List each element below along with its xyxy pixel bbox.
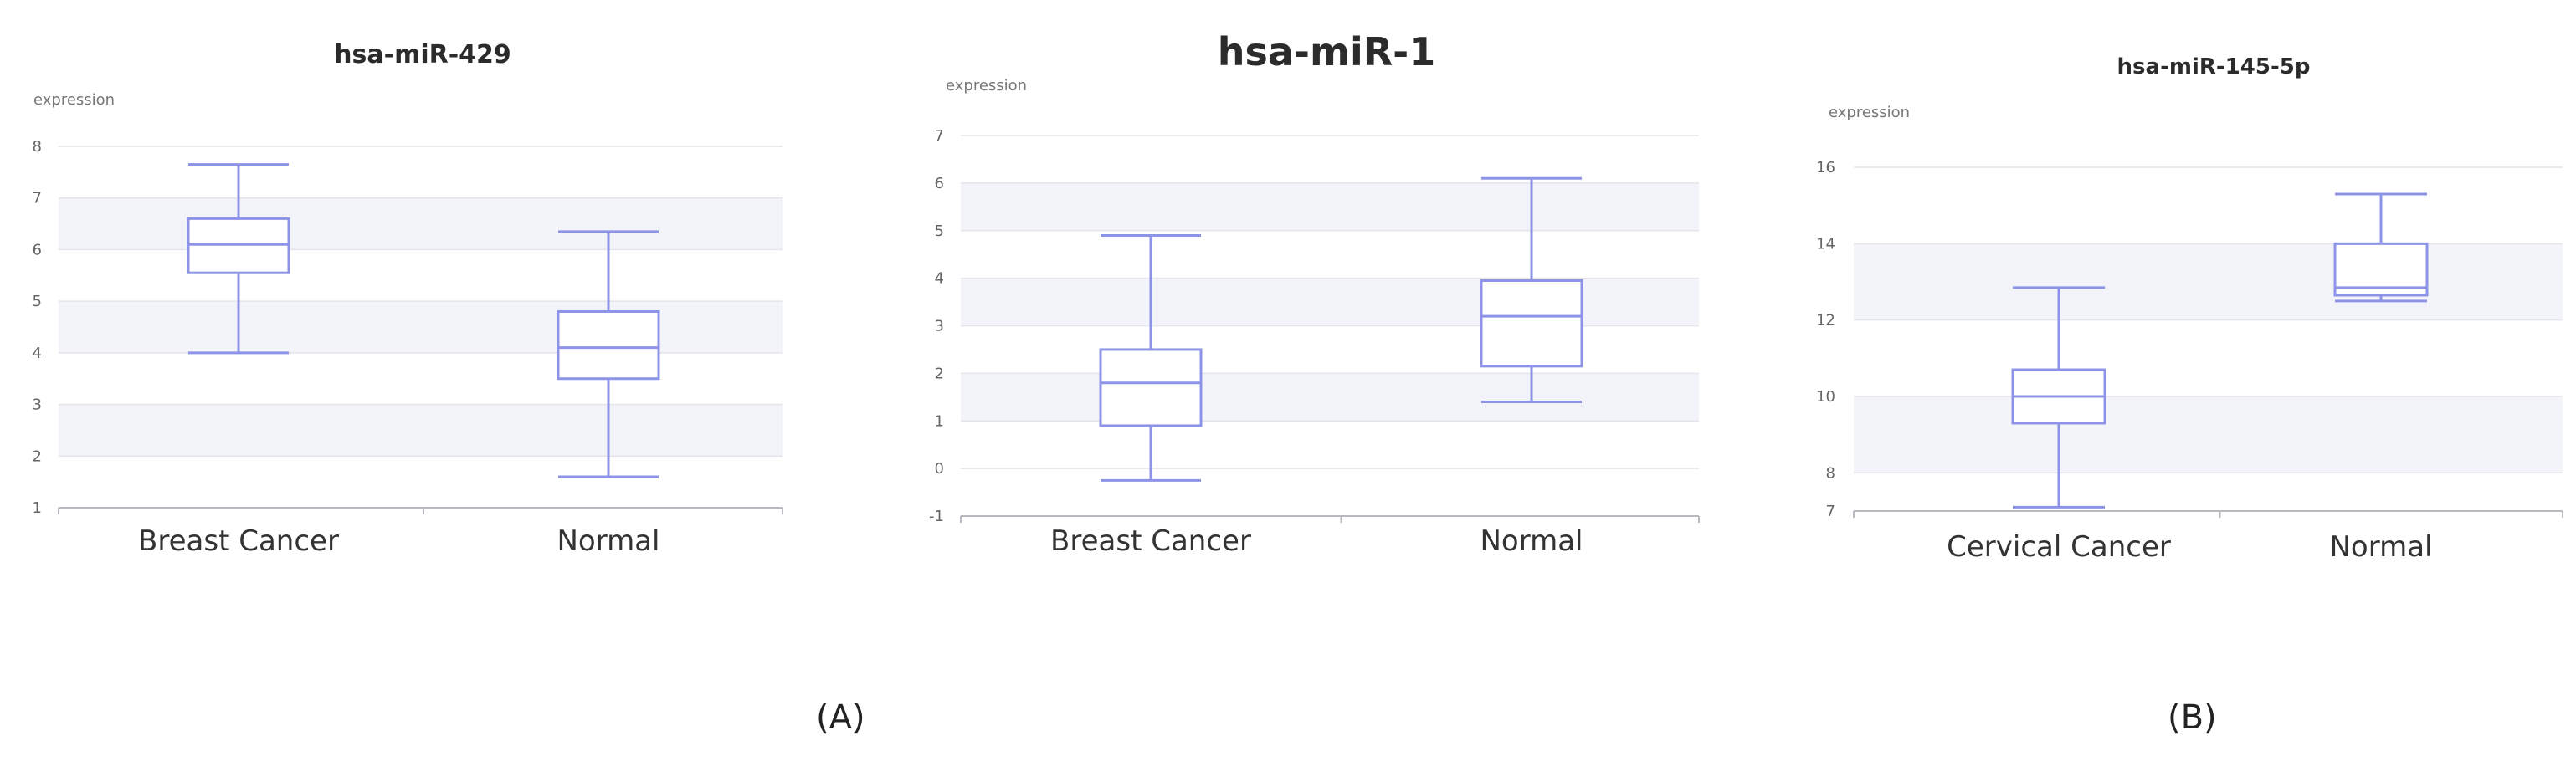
grid-band [59, 197, 783, 250]
category-label: Breast Cancer [138, 524, 339, 558]
y-tick-label: 7 [33, 190, 42, 207]
iqr-box [1480, 279, 1583, 368]
box-2 [2333, 192, 2429, 303]
chart-3: 7 8 10 12 14 16 hsa-miR-145-5p expression Cervic… [1816, 54, 2563, 564]
iqr-box [557, 309, 660, 381]
box-2 [557, 230, 660, 478]
chart-title: hsa-miR-145-5p [2117, 54, 2311, 79]
y-tick-label: 5 [33, 293, 42, 310]
grid-band [59, 301, 783, 353]
panel-label-a: (A) [816, 698, 865, 737]
chart-1: 1 2 3 4 5 6 7 8 hsa-miR-429 expression Breast Canc… [33, 40, 783, 558]
chart-title: hsa-miR-1 [1218, 29, 1435, 74]
category-label: Breast Cancer [1050, 524, 1251, 558]
grid-band [1854, 396, 2563, 473]
category-label: Normal [557, 524, 659, 558]
panel-label-b: (B) [2168, 698, 2217, 737]
chart-title: hsa-miR-429 [334, 40, 511, 69]
category-label: Cervical Cancer [1947, 530, 2171, 564]
box-1 [1099, 233, 1203, 482]
y-tick-label: 4 [33, 345, 42, 362]
grid-band [961, 278, 1699, 326]
grid-band [1854, 243, 2563, 320]
y-tick-label: 2 [935, 365, 944, 382]
grid-band [961, 373, 1699, 422]
y-tick-label: 4 [935, 270, 944, 288]
y-tick-label: 1 [935, 412, 944, 430]
y-axis-label: expression [946, 77, 1027, 95]
y-tick-label: 16 [1816, 159, 1835, 176]
y-tick-label: 12 [1816, 312, 1835, 330]
y-tick-label: 8 [1826, 464, 1835, 482]
y-tick-label: 3 [33, 396, 42, 414]
iqr-box [187, 217, 290, 274]
y-tick-label: 5 [935, 222, 944, 240]
y-tick-label: 6 [935, 175, 944, 192]
box-1 [2011, 286, 2106, 509]
chart-2: -1 0 1 2 3 4 5 6 7 hsa-miR-1 expression Breast Canc… [929, 29, 1700, 558]
y-tick-label: 7 [1826, 503, 1835, 520]
y-tick-label: -1 [929, 508, 944, 525]
y-tick-label: 10 [1816, 388, 1835, 406]
y-tick-label: 6 [33, 241, 42, 258]
y-axis-label: expression [1829, 104, 1910, 121]
category-label: Normal [1480, 524, 1583, 558]
y-tick-label: 0 [935, 460, 944, 478]
y-axis-label: expression [33, 91, 115, 109]
y-tick-label: 7 [935, 127, 944, 145]
y-tick-label: 2 [33, 447, 42, 465]
box-1 [187, 163, 290, 355]
grid-band [59, 404, 783, 457]
y-tick-label: 14 [1816, 235, 1835, 253]
box-2 [1480, 176, 1583, 403]
y-tick-label: 1 [33, 499, 42, 517]
grid-band [961, 182, 1699, 231]
iqr-box [1099, 348, 1203, 427]
y-tick-label: 3 [935, 318, 944, 335]
y-tick-label: 8 [33, 138, 42, 156]
category-label: Normal [2329, 530, 2432, 564]
